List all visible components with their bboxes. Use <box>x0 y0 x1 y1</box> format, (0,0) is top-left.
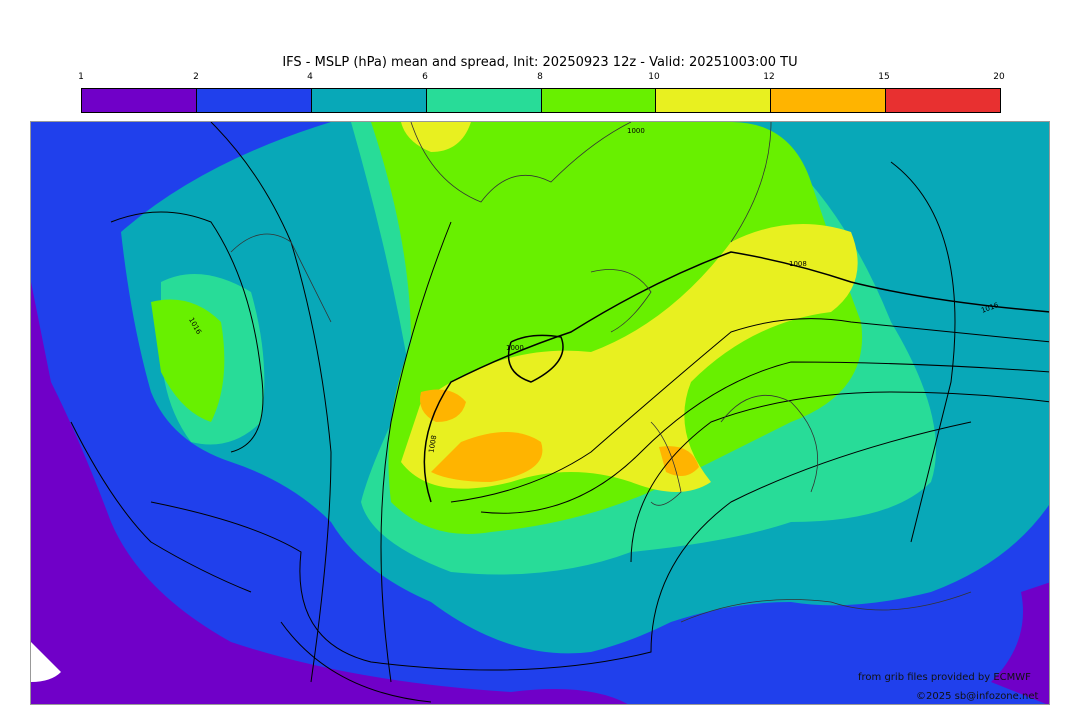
colorbar-bin <box>541 89 657 112</box>
colorbar-tick: 4 <box>307 72 313 82</box>
colorbar-tick: 12 <box>763 72 775 82</box>
copyright-credit: ©2025 sb@infozone.net <box>916 691 1039 702</box>
colorbar-bin <box>771 89 887 112</box>
source-credit: from grib files provided by ECMWF <box>858 672 1031 683</box>
coastlines <box>230 122 972 623</box>
isobar-label: 1000 <box>506 344 524 352</box>
colorbar-bin <box>82 89 197 112</box>
missing-data-area <box>31 642 61 682</box>
spread-band-1-2 <box>991 582 1049 704</box>
spread-band-10-12 <box>401 122 471 152</box>
colorbar <box>81 88 1001 113</box>
colorbar-tick: 20 <box>993 72 1005 82</box>
colorbar-tick: 1 <box>78 72 84 82</box>
spread-band-12-15 <box>420 389 466 422</box>
isobar-label: 1008 <box>789 260 807 268</box>
spread-band-12-15 <box>431 432 543 482</box>
spread-band-8-10 <box>151 299 225 422</box>
spread-band-1-2 <box>31 282 628 704</box>
map-title: IFS - MSLP (hPa) mean and spread, Init: … <box>282 55 798 70</box>
colorbar-tick: 8 <box>537 72 543 82</box>
spread-field <box>31 122 1049 704</box>
colorbar-bin <box>196 89 312 112</box>
colorbar-bin <box>311 89 427 112</box>
colorbar-tick: 6 <box>422 72 428 82</box>
spread-map: 1000 1008 1016 1008 1016 1000 from grib … <box>30 121 1050 705</box>
colorbar-tick: 2 <box>193 72 199 82</box>
spread-band-10-12 <box>401 224 858 492</box>
colorbar-bin <box>886 89 1000 112</box>
colorbar-bin <box>426 89 542 112</box>
isobar-label: 1000 <box>627 127 645 135</box>
colorbar-bin <box>656 89 772 112</box>
colorbar-tick: 15 <box>878 72 890 82</box>
colorbar-tick: 10 <box>648 72 660 82</box>
isobars <box>70 122 1049 703</box>
spread-band-12-15 <box>659 446 699 476</box>
